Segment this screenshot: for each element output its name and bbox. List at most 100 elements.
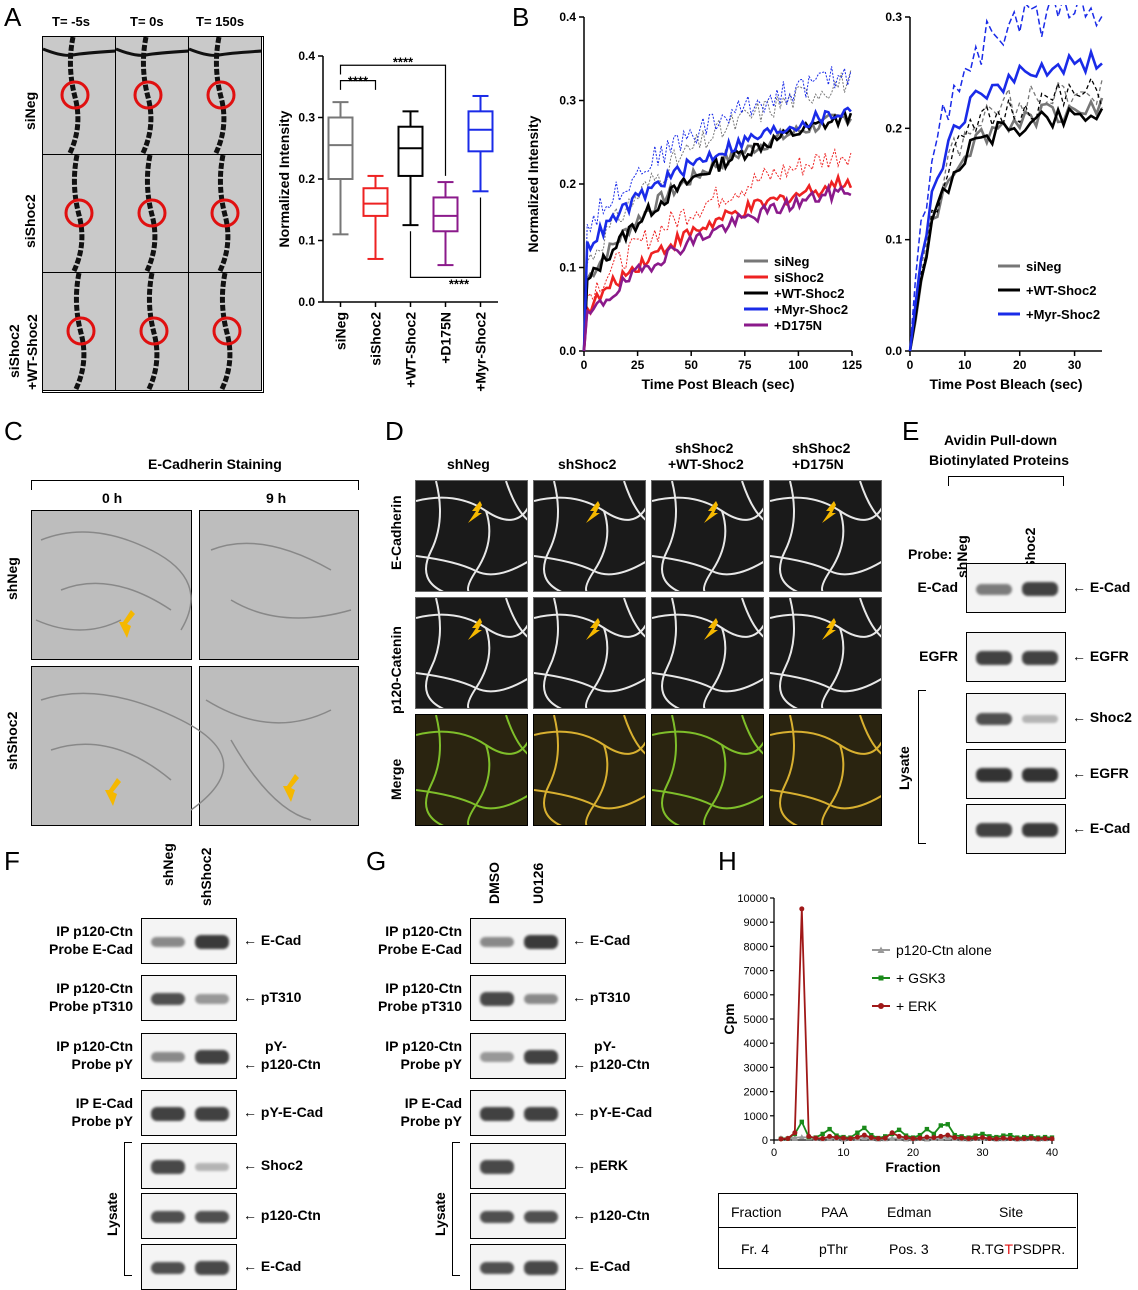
blot-band (194, 1210, 230, 1224)
d-col-label: shNeg (447, 456, 490, 472)
blot-right-label: ← E-Cad (243, 1258, 302, 1274)
cell-junction (623, 598, 645, 638)
x-tick-label: 0 (907, 358, 914, 372)
series-siShoc2-replicate (583, 147, 852, 352)
x-tick-label: 0 (771, 1147, 777, 1159)
cell-junction (770, 730, 881, 755)
box-iqr (467, 110, 494, 153)
blot-left-label: EGFR (919, 648, 958, 664)
cell-junction (416, 496, 527, 521)
blot-box (966, 563, 1066, 613)
y-tick-label: 0.2 (559, 177, 576, 191)
arrow-icon (586, 501, 600, 523)
y-tick-label: 10000 (737, 893, 768, 905)
blot-left-label: IP E-Cad (404, 1095, 462, 1111)
panel-label-b: B (512, 2, 530, 32)
blot-right-label: ← pY-E-Cad (572, 1104, 653, 1120)
d-row-label: Merge (388, 758, 404, 800)
a-image-cell (43, 155, 116, 273)
x-axis-label: Time Post Bleach (sec) (641, 376, 794, 392)
x-tick-label: 125 (842, 358, 862, 372)
data-point (882, 1135, 888, 1141)
membrane-line (218, 273, 233, 390)
blot-box (470, 918, 566, 964)
y-axis-label: Cpm (722, 1003, 737, 1034)
box-+D175N (432, 181, 459, 267)
blot-left-label: IP p120-Ctn (56, 1038, 133, 1054)
a-cell-art (139, 273, 169, 390)
y-tick-label: 0.0 (559, 344, 576, 358)
data-point (855, 1130, 860, 1135)
y-axis-label: Normalized Intensity (276, 110, 292, 247)
membrane-line (116, 47, 188, 57)
blot-box (966, 804, 1066, 854)
cell-junction (505, 481, 527, 521)
data-point (820, 1131, 825, 1137)
f-lysate-label: Lysate (104, 1192, 120, 1236)
blot-box (141, 1143, 237, 1189)
panel-label-h: H (718, 846, 737, 876)
blot-right-label: ← EGFR (1072, 648, 1129, 664)
d-cell-art (416, 598, 527, 708)
a-cell-art (212, 273, 242, 390)
cell-junction (652, 555, 763, 576)
cell-junction (770, 789, 881, 810)
legend-label: + GSK3 (896, 970, 946, 986)
arrow-icon (822, 501, 836, 523)
cell-junction (652, 672, 763, 693)
arrow-icon (704, 501, 718, 523)
blot-left-label: IP p120-Ctn (56, 980, 133, 996)
blot-left-label: Probe pY (400, 1056, 462, 1072)
a-cell-art (189, 37, 261, 154)
cell-junction (543, 598, 563, 708)
data-point (917, 1132, 923, 1138)
blot-band (523, 1050, 559, 1064)
a-cell-art (66, 273, 96, 390)
d-cell-art (652, 481, 763, 591)
bleach-roi-circle (64, 198, 94, 228)
data-point (841, 1135, 846, 1141)
bleach-roi-circle (210, 198, 240, 228)
cell-junction (770, 555, 881, 576)
d-row-label: p120-Catenin (388, 626, 404, 714)
cell-junction (859, 715, 881, 755)
y-tick-label: 0.3 (559, 94, 576, 108)
cell-junction (585, 510, 609, 591)
d-cell-art (652, 715, 763, 825)
data-point (931, 1131, 937, 1137)
blot-right-label: ← p120-Ctn (572, 1056, 650, 1072)
cell-junction (416, 789, 527, 810)
a-image-cell (116, 273, 189, 391)
data-point (827, 1133, 833, 1139)
site-suffix: PSDPR. (1013, 1241, 1066, 1257)
a-cell-art (137, 155, 167, 272)
panel-label-e: E (902, 416, 920, 446)
a-image-cell (116, 155, 189, 273)
cell-junction (661, 715, 681, 825)
significance-label: **** (348, 73, 369, 88)
x-tick-label: 30 (976, 1147, 988, 1159)
h-table-header: PAA (821, 1204, 848, 1220)
data-point (868, 1135, 874, 1141)
box-+Myr-Shoc2 (467, 94, 494, 193)
data-point (1014, 1136, 1020, 1142)
series-+Myr-Shoc2-replicate (583, 66, 852, 352)
cell-junction (821, 627, 845, 708)
d-row-label: E-Cadherin (388, 495, 404, 570)
site-prefix: R.TG (971, 1241, 1005, 1257)
a-image-cell (189, 273, 262, 391)
data-point (791, 1134, 798, 1141)
f-lysate-bracket (124, 1142, 132, 1276)
legend-marker (878, 1003, 884, 1009)
blot-band (976, 823, 1012, 837)
c-image-shneg-9h (199, 510, 359, 660)
cell-junction (534, 496, 645, 521)
blot-band (523, 935, 559, 949)
series-+ ERK (780, 908, 1053, 1140)
blot-band (479, 1261, 515, 1275)
membrane-line (43, 47, 115, 57)
data-point (827, 1126, 832, 1132)
data-point (910, 1136, 916, 1142)
data-point (938, 1133, 944, 1139)
d-image-merge (415, 714, 528, 826)
